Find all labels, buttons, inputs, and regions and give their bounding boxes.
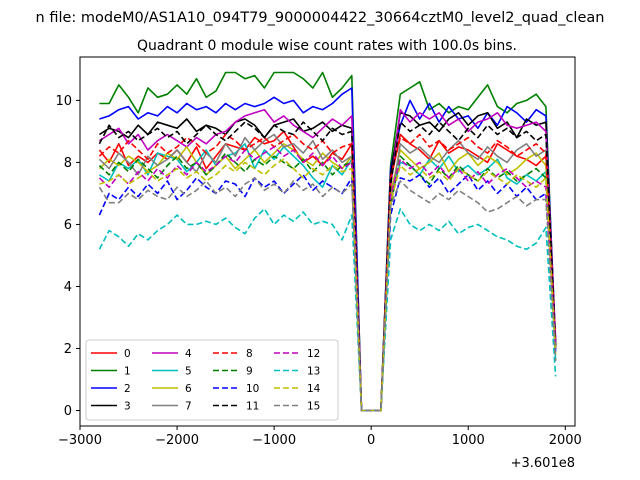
legend-label-13: 13 (307, 366, 320, 378)
series-line-10 (98, 174, 557, 412)
series-line-7 (98, 133, 557, 412)
series-line-14 (99, 158, 557, 412)
series-line-9 (98, 152, 557, 412)
y-tick-label: 2 (64, 342, 72, 357)
legend-label-7: 7 (185, 401, 192, 413)
series-line-8 (98, 133, 557, 412)
legend-label-10: 10 (246, 383, 259, 395)
y-tick-label: 4 (64, 280, 72, 295)
x-tick-label: −2000 (155, 433, 199, 448)
legend-label-11: 11 (246, 401, 259, 413)
series-line-4 (98, 108, 557, 412)
legend-label-9: 9 (246, 366, 253, 378)
series-line-2 (99, 87, 557, 412)
chart-suptitle: n file: modeM0/AS1A10_094T79_9000004422_… (36, 10, 605, 26)
legend-label-6: 6 (185, 383, 192, 395)
series-layer (98, 71, 557, 412)
legend-label-3: 3 (124, 401, 131, 413)
legend-label-1: 1 (124, 366, 131, 378)
series-line-1 (99, 71, 557, 412)
x-axis: −3000 −2000 −1000 0 1000 2000 (58, 426, 582, 448)
y-tick-label: 8 (64, 156, 72, 171)
legend-label-0: 0 (124, 348, 131, 360)
series-line-15 (98, 177, 557, 412)
y-tick-label: 0 (64, 404, 72, 419)
legend-frame (85, 339, 339, 421)
y-tick-label: 10 (55, 94, 72, 109)
series-line-11 (98, 121, 557, 412)
legend-label-2: 2 (124, 383, 131, 395)
legend-label-8: 8 (246, 348, 253, 360)
series-line-12 (98, 146, 557, 412)
plot-area-frame (79, 56, 576, 427)
legend-label-14: 14 (307, 383, 321, 395)
x-tick-label: 1000 (452, 433, 485, 448)
y-tick-label: 6 (64, 218, 72, 233)
x-axis-offset-text: +3.601e8 (511, 456, 575, 471)
x-tick-label: −1000 (252, 433, 296, 448)
x-tick-label: 2000 (549, 433, 582, 448)
series-line-3 (98, 112, 557, 412)
x-tick-label: 0 (367, 433, 375, 448)
series-line-13 (98, 208, 557, 412)
legend-label-15: 15 (307, 401, 320, 413)
legend-label-4: 4 (185, 348, 192, 360)
x-tick-label: −3000 (58, 433, 102, 448)
y-axis: 0 2 4 6 8 10 (55, 94, 80, 419)
legend-label-5: 5 (185, 366, 192, 378)
chart-title: Quadrant 0 module wise count rates with … (137, 38, 517, 54)
legend-label-12: 12 (307, 348, 320, 360)
